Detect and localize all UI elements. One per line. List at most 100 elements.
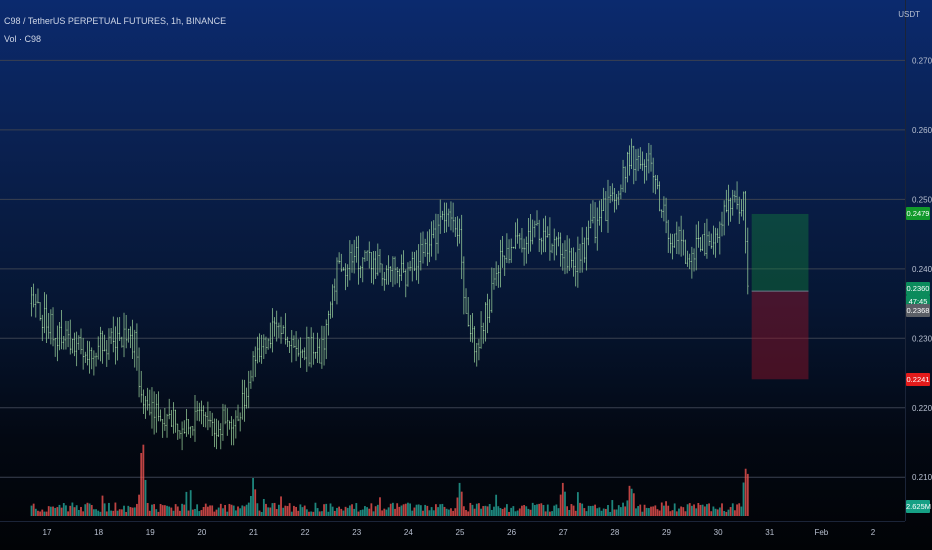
volume-bar xyxy=(123,505,125,516)
volume-bar xyxy=(740,506,743,516)
symbol-title[interactable]: C98 / TetherUS PERPETUAL FUTURES, 1h, BI… xyxy=(4,16,227,26)
volume-bar xyxy=(232,505,235,516)
volume-bar xyxy=(174,504,177,516)
volume-bar xyxy=(41,509,44,516)
volume-bar xyxy=(194,508,196,516)
time-tick-label: 18 xyxy=(94,528,103,537)
volume-bar xyxy=(219,503,222,516)
volume-bar xyxy=(594,504,596,516)
volume-bar xyxy=(555,504,558,516)
volume-bar xyxy=(568,509,571,516)
volume-bar xyxy=(144,479,147,516)
volume-bar xyxy=(355,503,358,516)
volume-bar xyxy=(120,509,123,516)
volume-bar xyxy=(271,503,274,516)
volume-bar xyxy=(153,504,156,516)
volume-bar xyxy=(159,503,162,516)
volume-bar xyxy=(288,503,291,516)
volume-bar xyxy=(671,510,674,516)
volume-bar xyxy=(316,508,319,516)
volume-bar xyxy=(510,507,513,516)
volume-bar xyxy=(323,504,325,516)
volume-bar xyxy=(626,500,629,516)
volume-bar xyxy=(473,508,476,516)
volume-bar xyxy=(151,504,153,516)
volume-bar xyxy=(92,509,95,516)
volume-bar xyxy=(725,511,728,516)
volume-bar xyxy=(742,482,745,516)
entry-price-tag: 0.2368 xyxy=(906,304,930,318)
volume-bar xyxy=(527,508,530,516)
volume-bar xyxy=(80,506,82,516)
volume-bar xyxy=(247,502,250,516)
volume-bar xyxy=(336,507,338,516)
volume-bar xyxy=(604,508,607,516)
volume-bar xyxy=(624,506,627,516)
volume-bar xyxy=(424,504,427,516)
volume-bar xyxy=(329,503,332,516)
volume-bar xyxy=(430,507,433,516)
volume-bar xyxy=(714,508,717,516)
volume-bar xyxy=(308,511,310,516)
volume-bar xyxy=(490,509,493,516)
volume-bar xyxy=(370,503,373,516)
volume-bar xyxy=(179,510,181,516)
volume-bar xyxy=(75,505,78,516)
volume-indicator-label[interactable]: Vol · C98 xyxy=(4,34,42,44)
volume-bar xyxy=(639,504,642,516)
volume-bar xyxy=(525,506,528,516)
volume-bar xyxy=(327,511,330,516)
volume-bar xyxy=(30,505,33,516)
volume-bar xyxy=(265,503,267,516)
volume-bar xyxy=(512,506,515,516)
volume-bar xyxy=(252,477,254,516)
volume-bar xyxy=(656,509,659,516)
time-axis-separator xyxy=(0,521,905,522)
volume-bar xyxy=(721,503,723,516)
volume-bar xyxy=(501,509,504,516)
volume-bar xyxy=(77,509,80,516)
volume-bar xyxy=(475,503,478,516)
volume-bar xyxy=(660,502,663,516)
time-tick-label: 19 xyxy=(146,528,155,537)
volume-bar xyxy=(536,504,538,516)
volume-bar xyxy=(643,504,646,516)
volume-bar xyxy=(295,506,297,516)
volume-bar xyxy=(260,511,263,516)
currency-unit-label: USDT xyxy=(898,10,920,19)
volume-bar xyxy=(617,505,620,516)
volume-bar xyxy=(462,506,465,516)
volume-bar xyxy=(710,511,713,516)
volume-bar xyxy=(359,510,362,516)
volume-bar xyxy=(301,507,304,516)
volume-bar xyxy=(744,468,747,516)
volume-bar xyxy=(331,506,334,516)
volume-bar xyxy=(684,511,687,516)
volume-bar xyxy=(699,504,702,516)
volume-bar xyxy=(209,505,211,516)
volume-bar xyxy=(312,511,315,516)
volume-bar xyxy=(553,505,556,516)
volume-bar xyxy=(518,508,521,516)
volume-bar xyxy=(708,503,710,516)
volume-bar xyxy=(286,506,289,516)
volume-bar xyxy=(211,505,214,516)
volume-bar xyxy=(658,510,661,516)
volume-bar xyxy=(409,503,411,516)
volume-bar xyxy=(478,503,480,516)
volume-bar xyxy=(635,508,637,516)
volume-bar xyxy=(540,503,543,516)
volume-bar xyxy=(136,503,138,516)
volume-bar xyxy=(32,503,35,516)
volume-bar xyxy=(60,507,63,516)
volume-bar xyxy=(533,504,536,516)
volume-bar xyxy=(551,511,553,516)
volume-bar xyxy=(204,503,207,516)
volume-bar xyxy=(71,502,74,516)
loss-zone xyxy=(751,291,809,380)
volume-bar xyxy=(611,500,614,516)
volume-bar xyxy=(736,504,738,516)
